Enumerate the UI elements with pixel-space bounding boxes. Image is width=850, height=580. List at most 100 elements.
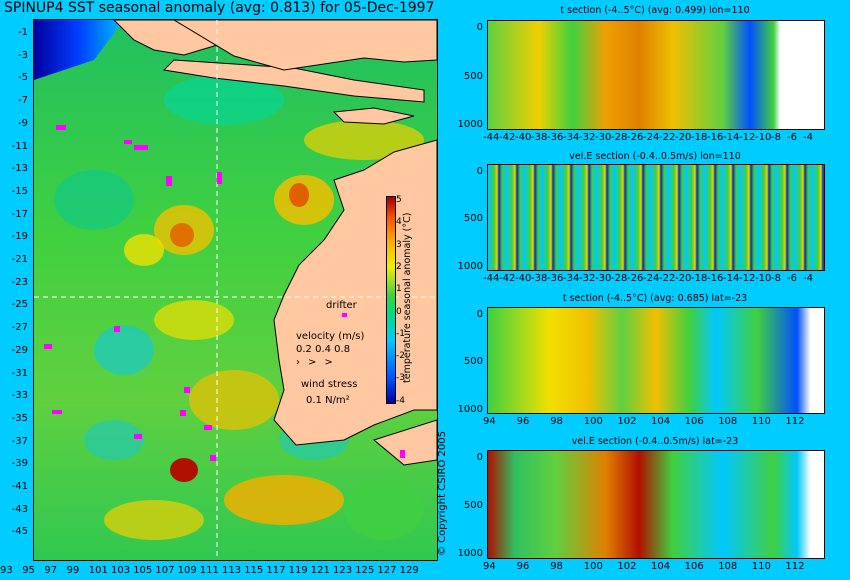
depth-tick-label: 0 bbox=[476, 309, 483, 320]
latitude-tick-label: -33 bbox=[11, 390, 28, 402]
section-x-tick-label: -40 bbox=[515, 132, 532, 143]
latitude-tick-label: -7 bbox=[18, 95, 28, 107]
section-x-tick-label: -4 bbox=[803, 132, 813, 143]
depth-tick-label: 1000 bbox=[457, 548, 483, 560]
wind-legend-scale: 0.1 N/m² bbox=[306, 395, 350, 406]
section-x-tick-label: -8 bbox=[771, 273, 781, 284]
longitude-tick-label: 117 bbox=[266, 565, 286, 576]
section-x-tick-label: 96 bbox=[516, 561, 530, 572]
section-x-tick-label: 106 bbox=[684, 561, 704, 572]
panel-title: vel.E section (-0.4..0.5m/s) lon=110 bbox=[569, 151, 741, 162]
longitude-tick-label: 129 bbox=[399, 565, 419, 576]
latitude-tick-label: -39 bbox=[11, 458, 28, 470]
page-title: SPINUP4 SST seasonal anomaly (avg: 0.813… bbox=[4, 0, 435, 16]
section-x-tick-label: -14 bbox=[723, 132, 740, 143]
section-x-tick-label: 106 bbox=[684, 416, 704, 427]
section-x-tick-label: -42 bbox=[499, 273, 516, 284]
section-x-tick-label: 112 bbox=[785, 561, 805, 572]
drifter-legend-label: drifter bbox=[326, 300, 357, 311]
depth-tick-label: 500 bbox=[463, 70, 483, 82]
section-x-tick-label: -42 bbox=[499, 132, 516, 143]
section-x-tick-label: -22 bbox=[659, 273, 676, 284]
latitude-tick-label: -19 bbox=[11, 231, 28, 243]
latitude-tick-label: -31 bbox=[11, 367, 28, 379]
section-x-tick-label: 100 bbox=[583, 561, 603, 572]
section-x-tick-label: -18 bbox=[691, 273, 708, 284]
depth-tick-label: 1000 bbox=[457, 260, 483, 272]
latitude-tick-label: -21 bbox=[11, 254, 28, 265]
section-x-tick-label: -16 bbox=[707, 273, 724, 284]
latitude-tick-label: -13 bbox=[11, 163, 28, 175]
colorbar-tick-label: -2 bbox=[396, 351, 405, 362]
longitude-tick-label: 113 bbox=[222, 565, 242, 576]
section-x-tick-label: -16 bbox=[707, 132, 724, 143]
section-x-tick-label: -36 bbox=[547, 273, 564, 284]
section-x-tick-label: -8 bbox=[771, 132, 781, 143]
section-x-tick-label: 104 bbox=[651, 561, 671, 572]
colorbar-tick-label: 4 bbox=[396, 217, 402, 228]
longitude-tick-label: 107 bbox=[155, 565, 175, 576]
section-x-tick-label: -36 bbox=[547, 132, 564, 143]
section-plot bbox=[487, 164, 825, 271]
longitude-tick-label: 101 bbox=[88, 565, 108, 576]
latitude-tick-label: -27 bbox=[11, 322, 28, 334]
longitude-tick-label: 123 bbox=[333, 565, 353, 576]
section-x-tick-label: -34 bbox=[563, 132, 580, 143]
depth-tick-label: 500 bbox=[463, 356, 483, 368]
section-x-tick-label: -4 bbox=[803, 273, 813, 284]
colorbar-tick-label: -3 bbox=[396, 373, 405, 384]
longitude-tick-label: 125 bbox=[355, 565, 375, 576]
longitude-tick-label: 109 bbox=[177, 565, 197, 576]
section-x-tick-label: -20 bbox=[675, 132, 692, 143]
latitude-tick-label: -17 bbox=[11, 208, 28, 220]
section-x-tick-label: -6 bbox=[787, 273, 797, 284]
section-x-tick-label: -38 bbox=[531, 132, 548, 143]
section-x-tick-label: -38 bbox=[531, 273, 548, 284]
section-x-tick-label: -44 bbox=[483, 132, 500, 143]
panel-title: t section (-4..5°C) (avg: 0.499) lon=110 bbox=[560, 5, 750, 16]
section-x-tick-label: -44 bbox=[483, 273, 500, 284]
section-x-tick-label: -30 bbox=[595, 132, 612, 143]
colorbar-tick-label: -1 bbox=[396, 328, 405, 339]
section-x-tick-label: 112 bbox=[785, 416, 805, 427]
velocity-legend-scale: 0.2 0.4 0.8 bbox=[296, 344, 351, 355]
depth-tick-label: 0 bbox=[476, 22, 483, 33]
section-x-tick-label: -24 bbox=[643, 273, 660, 284]
section-x-tick-label: -28 bbox=[611, 273, 628, 284]
section-plot bbox=[487, 307, 825, 414]
colorbar-tick-label: 0 bbox=[396, 306, 402, 317]
section-x-tick-label: 102 bbox=[617, 561, 637, 572]
longitude-tick-label: 121 bbox=[310, 565, 330, 576]
section-x-tick-label: -12 bbox=[739, 273, 756, 284]
colorbar-tick-label: -4 bbox=[396, 395, 405, 406]
latitude-tick-label: -45 bbox=[11, 526, 28, 538]
section-x-tick-label: -14 bbox=[723, 273, 740, 284]
longitude-tick-label: 103 bbox=[111, 565, 131, 576]
depth-tick-label: 1000 bbox=[457, 403, 483, 415]
latitude-tick-label: -15 bbox=[11, 185, 28, 197]
longitude-tick-label: 119 bbox=[288, 565, 308, 576]
sst-anomaly-map bbox=[33, 19, 438, 561]
longitude-tick-label: 115 bbox=[244, 565, 264, 576]
longitude-tick-label: 97 bbox=[44, 565, 58, 576]
latitude-tick-label: -35 bbox=[11, 412, 28, 424]
depth-tick-label: 500 bbox=[463, 500, 483, 512]
longitude-tick-label: 93 bbox=[0, 565, 13, 576]
panel-title: vel.E section (-0.4..0.5m/s) lat=-23 bbox=[571, 436, 739, 447]
latitude-tick-label: -43 bbox=[11, 503, 28, 515]
latitude-tick-label: -5 bbox=[18, 72, 28, 84]
longitude-tick-label: 95 bbox=[22, 565, 35, 576]
colorbar-tick-label: 5 bbox=[396, 195, 402, 205]
section-x-tick-label: 98 bbox=[550, 416, 563, 427]
drifter-legend-marker bbox=[342, 313, 347, 317]
velocity-legend-label: velocity (m/s) bbox=[296, 331, 365, 342]
latitude-tick-label: -11 bbox=[11, 140, 28, 152]
copyright-text: © Copyright CSIRO 2005 bbox=[437, 431, 448, 556]
section-plot bbox=[487, 450, 825, 559]
section-x-tick-label: 110 bbox=[751, 416, 771, 427]
colorbar-tick-label: 3 bbox=[396, 239, 402, 250]
australia-land bbox=[273, 139, 437, 446]
section-x-tick-label: 102 bbox=[617, 416, 637, 427]
latitude-tick-label: -37 bbox=[11, 435, 28, 447]
longitude-tick-label: 111 bbox=[199, 565, 219, 576]
